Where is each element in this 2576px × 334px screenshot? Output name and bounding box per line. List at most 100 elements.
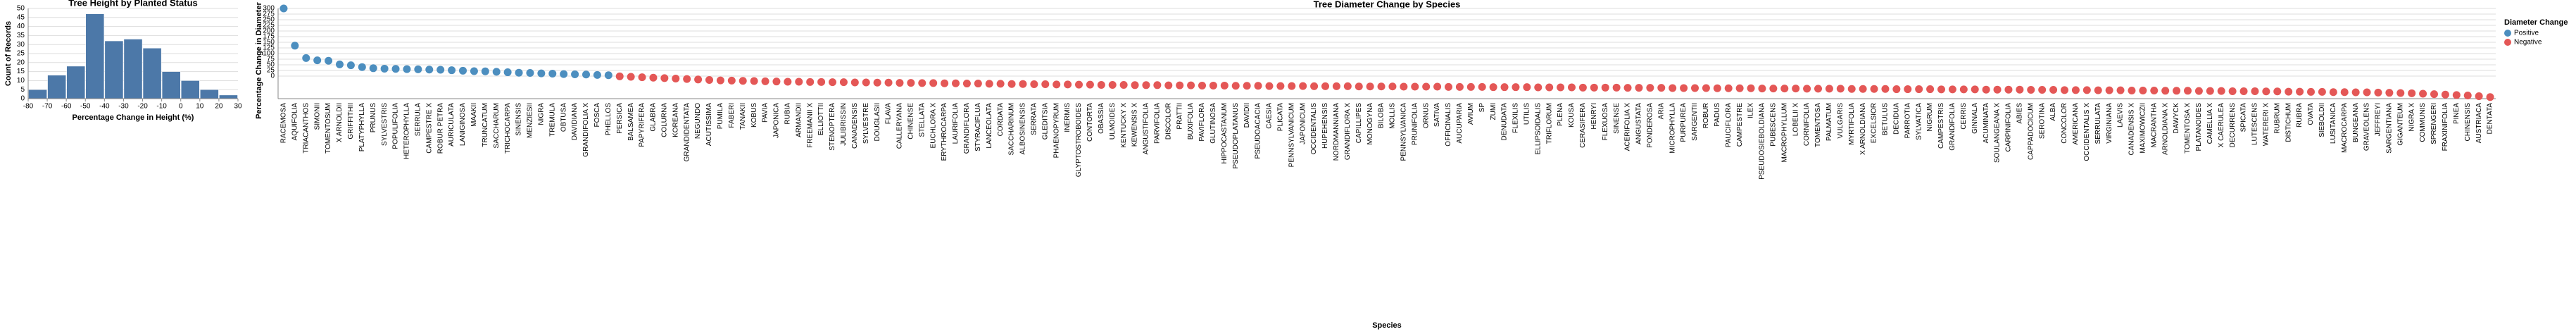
x-tick-label: DOUGLASII	[874, 103, 881, 141]
x-tick-label: CHINENSE	[907, 103, 915, 140]
x-tick-label: SEROTINA	[2038, 103, 2046, 139]
point	[996, 80, 1005, 88]
point	[1478, 82, 1486, 91]
x-tick-label: JAPONICUM	[1299, 103, 1307, 144]
point	[2408, 89, 2416, 97]
x-tick-label: TANAKII	[739, 103, 747, 130]
point	[515, 68, 523, 77]
x-tick-label: 30	[234, 103, 242, 111]
x-tick-label: KOBUS	[750, 103, 758, 128]
point	[1466, 82, 1475, 91]
point	[1455, 82, 1464, 91]
x-tick-label: COLURNA	[661, 103, 669, 137]
x-tick-label: CORNIFOLIA	[1803, 103, 1811, 146]
point	[2150, 86, 2159, 94]
x-tick-label: CARPINIFOLIA	[2005, 103, 2013, 152]
point	[1959, 85, 1968, 94]
point	[2184, 87, 2192, 95]
point	[896, 79, 904, 87]
point	[2016, 85, 2024, 94]
point	[526, 69, 534, 78]
x-tick-label: DAWYCK	[2173, 103, 2180, 134]
x-tick-label: PAVIFLORA	[1198, 103, 1206, 142]
x-tick-label: LANIGINOSA	[459, 103, 467, 146]
point	[1657, 84, 1666, 92]
x-tick-label: MYRTIFOLIA	[1848, 103, 1856, 145]
x-tick-label: TOMENTOSUM	[325, 103, 332, 154]
point	[380, 64, 389, 73]
point	[1243, 82, 1251, 90]
point	[952, 79, 960, 87]
point	[1187, 81, 1195, 89]
x-tick-label: PSEUDOPLATANUS	[1232, 103, 1240, 169]
x-tick-label: -80	[23, 103, 34, 111]
point	[336, 60, 344, 68]
x-tick-label: ELLIPSOIDALIS	[1534, 103, 1542, 155]
x-tick-label: 0	[179, 103, 183, 111]
point	[2340, 88, 2349, 97]
x-tick-label: CAPILLIPES	[1355, 103, 1363, 144]
point	[2463, 92, 2472, 100]
point	[761, 77, 769, 85]
point	[1343, 82, 1352, 90]
point	[1870, 85, 1878, 93]
point	[1007, 80, 1016, 88]
x-tick-label: JEFFREYI	[2375, 103, 2382, 136]
x-tick-label: FLEXUOSA	[1602, 103, 1609, 141]
x-tick-label: PURPUREA	[1680, 103, 1688, 142]
y-tick-label: 175	[263, 33, 275, 41]
point	[2049, 86, 2058, 94]
x-tick-label: ALBOSINENSIS	[1019, 103, 1027, 155]
point	[1355, 82, 1363, 91]
x-tick-label: FREEMANII X	[806, 103, 814, 148]
x-tick-label: EXCELSIOR	[1871, 103, 1878, 143]
point	[1411, 82, 1419, 91]
x-tick-label: LAEVIS	[2117, 103, 2125, 128]
x-tick-label: RUBIA	[784, 103, 792, 125]
point	[1702, 84, 1710, 92]
x-tick-label: EUCHLORA X	[929, 103, 937, 149]
x-tick-label: HUPEHENSIS	[1321, 103, 1329, 149]
x-tick-label: SIEBOLDII	[2318, 103, 2326, 137]
x-tick-label: RUBRUM	[2273, 103, 2281, 134]
x-tick-label: NEGUNDO	[694, 103, 702, 139]
y-tick-label: 150	[263, 39, 275, 47]
x-tick-label: GIGANTEUM	[2396, 103, 2404, 146]
x-tick-label: CAMPESTRE	[1736, 103, 1744, 147]
x-tick-label: X ARNOLDIANA	[1859, 103, 1867, 155]
x-tick-label: SPRENGERI	[2430, 103, 2438, 144]
point	[1993, 85, 2002, 94]
point	[2351, 88, 2360, 97]
x-tick-label: COMMUNIS	[2419, 103, 2427, 142]
x-tick-label: SINENSE	[1613, 103, 1621, 134]
x-tick-label: PAVIA	[762, 103, 769, 123]
point	[918, 79, 926, 87]
y-axis-title: Count of Records	[4, 21, 13, 86]
point	[2318, 87, 2326, 96]
x-tick-label: SOULANGEANA X	[1994, 103, 2002, 163]
point	[604, 71, 612, 80]
x-tick-label: MACRANTHA	[2150, 103, 2158, 148]
point	[2161, 87, 2170, 95]
point	[1220, 81, 1229, 89]
x-tick-label: TOMENTOSA X	[2184, 103, 2192, 154]
x-tick-label: ELLIOTTII	[817, 103, 825, 135]
point	[548, 69, 557, 78]
point	[1792, 85, 1800, 93]
x-tick-label: NORDMANNIANA	[1333, 103, 1340, 161]
bar	[85, 13, 105, 99]
x-tick-label: SACCHARUM	[493, 103, 501, 148]
point	[571, 70, 579, 78]
point	[503, 68, 512, 77]
y-tick-label: 15	[17, 68, 25, 75]
point	[985, 80, 993, 88]
point	[705, 75, 713, 84]
point	[2285, 87, 2293, 96]
x-tick-label: VULGARIS	[1837, 103, 1845, 139]
x-tick-label: CORDATA	[997, 103, 1005, 137]
point	[291, 42, 299, 50]
x-tick-label: ZUMI	[1490, 103, 1497, 120]
y-tick-label: 5	[20, 86, 25, 94]
x-tick-label: -60	[61, 103, 72, 111]
